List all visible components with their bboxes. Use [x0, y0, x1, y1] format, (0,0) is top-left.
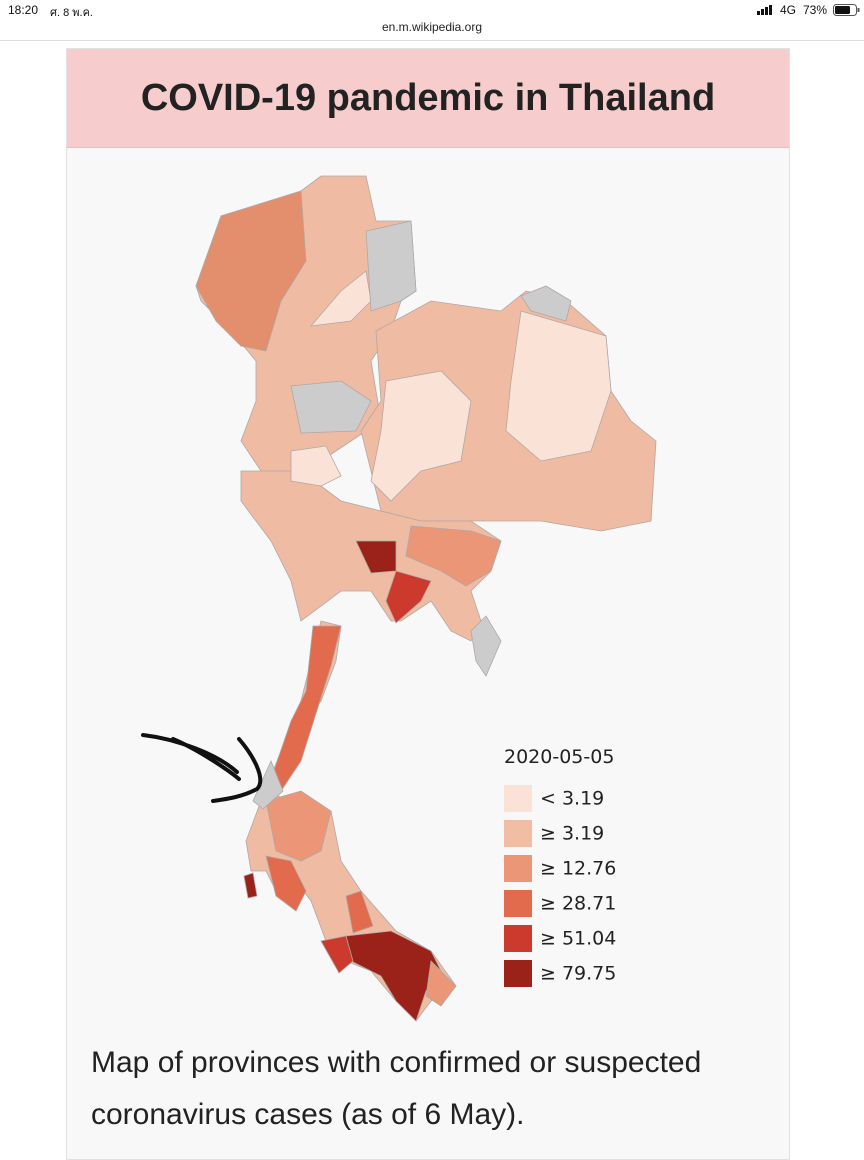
- region-south-upper: [270, 625, 342, 792]
- region-deep-south: [345, 930, 442, 1022]
- caption: Map of provinces with confirmed or suspe…: [91, 1046, 702, 1131]
- region-narathiwat: [425, 960, 457, 1007]
- status-bar: 18:20 ศ. 8 พ.ค. 4G 73%: [0, 0, 864, 20]
- legend-swatch: [504, 820, 532, 847]
- legend-swatch: [504, 785, 532, 812]
- legend-label: ≥ 28.71: [540, 893, 616, 915]
- region-northeast-light: [370, 370, 472, 502]
- region-south-mid: [265, 790, 332, 862]
- region-grey: [520, 285, 572, 322]
- battery-icon: [833, 4, 860, 16]
- legend: 2020-05-05 < 3.19 ≥ 3.19 ≥ 12.76 ≥ 28.71 ≥ 51…: [504, 746, 616, 987]
- legend-label: ≥ 51.04: [540, 928, 616, 950]
- divider: [0, 40, 864, 41]
- signal-icon: [757, 5, 772, 15]
- address-bar[interactable]: en.m.wikipedia.org: [0, 20, 864, 34]
- url[interactable]: en.m.wikipedia.org: [381, 20, 483, 34]
- region-northwest: [195, 190, 307, 352]
- region-grey: [290, 380, 372, 434]
- legend-swatch: [504, 890, 532, 917]
- infobox-title: COVID-19 pandemic in Thailand: [67, 49, 789, 148]
- region-east: [405, 525, 502, 587]
- legend-swatch: [504, 925, 532, 952]
- network: 4G: [780, 3, 797, 17]
- region-light: [290, 445, 342, 487]
- legend-title: 2020-05-05: [504, 746, 614, 768]
- legend-label: ≥ 79.75: [540, 963, 616, 985]
- region-songkhla-coast: [345, 890, 374, 934]
- legend-swatch: [504, 855, 532, 882]
- region-west-coast: [265, 855, 307, 912]
- region-chonburi: [385, 570, 432, 624]
- legend-swatch: [504, 960, 532, 987]
- region-red: [320, 935, 354, 974]
- map: 2020-05-05 < 3.19 ≥ 3.19 ≥ 12.76 ≥ 28.71 ≥ 51…: [141, 175, 657, 1022]
- legend-label: ≥ 3.19: [540, 823, 604, 845]
- region-north-light: [310, 270, 372, 327]
- date: ศ. 8 พ.ค.: [50, 7, 93, 19]
- legend-label: ≥ 12.76: [540, 858, 616, 880]
- region-island: [243, 872, 258, 899]
- annotation-arrow: [141, 733, 263, 803]
- region-grey: [365, 220, 417, 312]
- infobox: COVID-19 pandemic in Thailand: [66, 48, 790, 1160]
- legend-label: < 3.19: [540, 788, 604, 810]
- region-grey: [470, 615, 502, 677]
- time: 18:20: [8, 3, 39, 17]
- battery: 73%: [803, 3, 828, 17]
- region-northeast-light: [505, 310, 612, 462]
